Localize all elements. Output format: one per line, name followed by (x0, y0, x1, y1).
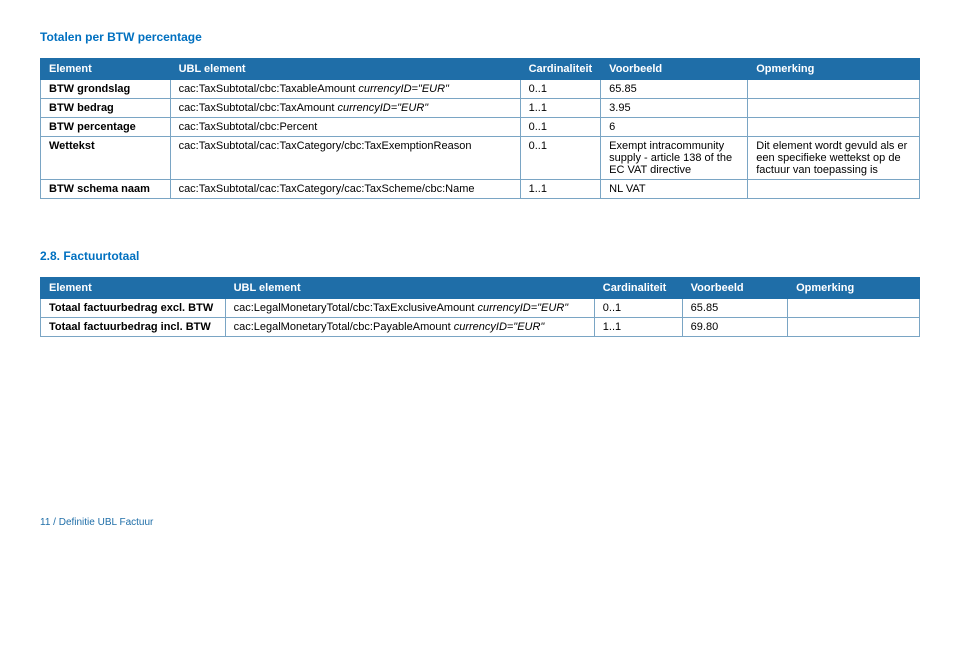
header-opmerking: Opmerking (788, 278, 920, 299)
cell-card: 0..1 (520, 137, 601, 180)
header-opmerking: Opmerking (748, 59, 920, 80)
table-row: BTW percentage cac:TaxSubtotal/cbc:Perce… (41, 118, 920, 137)
cell-element: BTW bedrag (49, 102, 114, 114)
cell-card: 1..1 (594, 318, 682, 337)
section-title-2: 2.8. Factuurtotaal (40, 249, 920, 263)
cell-ubl-it: currencyID="EUR" (454, 321, 545, 333)
cell-element: Wettekst (49, 140, 95, 152)
table-row: BTW bedrag cac:TaxSubtotal/cbc:TaxAmount… (41, 99, 920, 118)
cell-opmerking (748, 118, 920, 137)
header-element: Element (41, 278, 226, 299)
cell-ubl-it: currencyID="EUR" (358, 83, 449, 95)
cell-voorbeeld: NL VAT (601, 180, 748, 199)
header-card: Cardinaliteit (520, 59, 601, 80)
page-footer: 11 / Definitie UBL Factuur (40, 517, 920, 528)
cell-ubl: cac:TaxSubtotal/cbc:Percent (179, 121, 318, 133)
cell-opmerking (788, 318, 920, 337)
header-element: Element (41, 59, 171, 80)
header-ubl: UBL element (170, 59, 520, 80)
cell-element: Totaal factuurbedrag excl. BTW (49, 302, 213, 314)
table-factuurtotaal: Element UBL element Cardinaliteit Voorbe… (40, 277, 920, 337)
cell-element: BTW percentage (49, 121, 136, 133)
cell-ubl-it: currencyID="EUR" (478, 302, 569, 314)
table-row: Wettekst cac:TaxSubtotal/cac:TaxCategory… (41, 137, 920, 180)
table-btw-percentage: Element UBL element Cardinaliteit Voorbe… (40, 58, 920, 199)
cell-opmerking: Dit element wordt gevuld als er een spec… (748, 137, 920, 180)
cell-voorbeeld: 69.80 (682, 318, 787, 337)
table-row: Totaal factuurbedrag incl. BTW cac:Legal… (41, 318, 920, 337)
cell-voorbeeld: Exempt intracommunity supply - article 1… (601, 137, 748, 180)
cell-card: 1..1 (520, 180, 601, 199)
cell-card: 0..1 (520, 80, 601, 99)
table-row: Totaal factuurbedrag excl. BTW cac:Legal… (41, 299, 920, 318)
header-voorbeeld: Voorbeeld (601, 59, 748, 80)
cell-element: BTW grondslag (49, 83, 130, 95)
header-ubl: UBL element (225, 278, 594, 299)
cell-voorbeeld: 65.85 (682, 299, 787, 318)
cell-ubl: cac:LegalMonetaryTotal/cbc:PayableAmount (234, 321, 454, 333)
header-card: Cardinaliteit (594, 278, 682, 299)
cell-voorbeeld: 3.95 (601, 99, 748, 118)
cell-ubl-it: currencyID="EUR" (338, 102, 429, 114)
cell-voorbeeld: 6 (601, 118, 748, 137)
table-row: BTW grondslag cac:TaxSubtotal/cbc:Taxabl… (41, 80, 920, 99)
cell-element: Totaal factuurbedrag incl. BTW (49, 321, 211, 333)
cell-voorbeeld: 65.85 (601, 80, 748, 99)
cell-ubl: cac:TaxSubtotal/cac:TaxCategory/cac:TaxS… (179, 183, 475, 195)
cell-opmerking (748, 80, 920, 99)
cell-opmerking (748, 99, 920, 118)
cell-element: BTW schema naam (49, 183, 150, 195)
cell-ubl: cac:TaxSubtotal/cbc:TaxableAmount (179, 83, 359, 95)
table-row: BTW schema naam cac:TaxSubtotal/cac:TaxC… (41, 180, 920, 199)
cell-opmerking (788, 299, 920, 318)
cell-opmerking (748, 180, 920, 199)
cell-ubl: cac:TaxSubtotal/cac:TaxCategory/cbc:TaxE… (179, 140, 472, 152)
cell-ubl: cac:TaxSubtotal/cbc:TaxAmount (179, 102, 338, 114)
cell-ubl: cac:LegalMonetaryTotal/cbc:TaxExclusiveA… (234, 302, 478, 314)
cell-card: 0..1 (520, 118, 601, 137)
cell-card: 0..1 (594, 299, 682, 318)
header-voorbeeld: Voorbeeld (682, 278, 787, 299)
cell-card: 1..1 (520, 99, 601, 118)
section-title-1: Totalen per BTW percentage (40, 30, 920, 44)
